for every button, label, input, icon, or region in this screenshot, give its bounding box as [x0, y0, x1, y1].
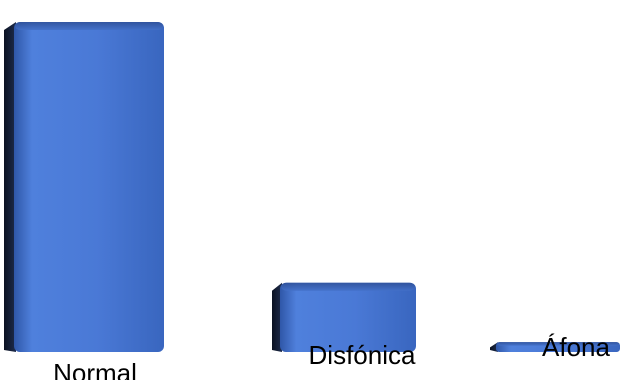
category-labels: Normal Disfónica Áfona	[53, 332, 610, 380]
bar-normal-side-face	[4, 22, 16, 352]
category-label-afona: Áfona	[542, 332, 610, 362]
bar-afona-side-face	[490, 342, 498, 352]
bar-disfonica-side-face	[272, 282, 282, 352]
bar-normal-top-face	[15, 22, 163, 30]
bar-afona-top-face	[497, 342, 619, 346]
category-label-disfonica: Disfónica	[309, 340, 416, 370]
bar-afona	[490, 342, 620, 352]
bar-normal	[4, 22, 164, 352]
bar-normal-front-face	[14, 22, 164, 352]
bar-disfonica	[272, 282, 416, 352]
category-label-normal: Normal	[53, 358, 137, 380]
bar-disfonica-front-face	[280, 282, 416, 352]
bar-disfonica-top-face	[281, 282, 415, 291]
bars-layer	[4, 22, 620, 352]
